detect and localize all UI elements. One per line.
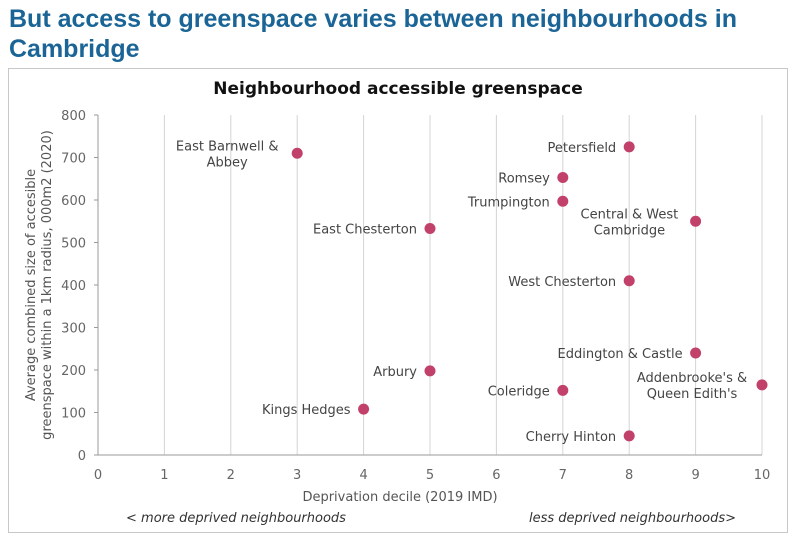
y-tick-label: 600 [61, 194, 86, 209]
point-label: Kings Hedges [262, 403, 351, 418]
point-label: East Chesterton [313, 222, 417, 237]
point-label: Romsey [498, 171, 550, 186]
chart-panel: Neighbourhood accessible greenspace 0 1 2 3… [8, 68, 788, 533]
axis-titles: Deprivation decile (2019 IMD) Average com… [24, 130, 736, 526]
gridlines [163, 115, 763, 455]
chart-title: Neighbourhood accessible greenspace [213, 79, 583, 99]
y-tick-label: 100 [61, 407, 86, 422]
x-tick-label: 1 [160, 468, 168, 483]
data-point [557, 384, 569, 396]
point-label: Coleridge [488, 384, 550, 399]
data-point [291, 147, 303, 159]
data-point [623, 430, 635, 442]
data-points [291, 141, 768, 442]
x-axis-title: Deprivation decile (2019 IMD) [302, 490, 497, 505]
slide-title: But access to greenspace varies between … [9, 5, 737, 63]
x-tick-label: 4 [359, 468, 367, 483]
x-tick-label: 5 [426, 468, 434, 483]
annotation-less-deprived: less deprived neighbourhoods> [529, 511, 736, 526]
x-tick-label: 3 [293, 468, 301, 483]
data-point [358, 403, 370, 415]
x-tick-label: 0 [94, 468, 102, 483]
data-point [424, 222, 436, 234]
x-tick-label: 6 [492, 468, 500, 483]
y-axis-title: Average combined size of accesiblegreens… [24, 130, 55, 440]
point-labels: East Barnwell & Abbey Petersfield Romsey Tru… [176, 139, 747, 445]
point-label: Cherry Hinton [526, 430, 617, 445]
y-tick-label: 800 [61, 109, 86, 124]
x-tick-label: 9 [691, 468, 699, 483]
point-label: Arbury [373, 365, 417, 380]
data-point [690, 215, 702, 227]
y-tick-label: 500 [61, 237, 86, 252]
y-tick-label: 400 [61, 279, 86, 294]
x-tick-label: 10 [754, 468, 771, 483]
data-point [756, 379, 768, 391]
y-tick-label: 200 [61, 364, 86, 379]
data-point [557, 171, 569, 183]
point-label: Central & West Cambridge [581, 207, 679, 238]
y-tick-label: 700 [61, 152, 86, 167]
x-tick-label: 8 [625, 468, 633, 483]
data-point [557, 195, 569, 207]
data-point [623, 275, 635, 287]
point-label: West Chesterton [508, 275, 616, 290]
x-tick-label: 2 [227, 468, 235, 483]
point-label: Petersfield [548, 141, 617, 156]
point-label: Addenbrooke's & Queen Edith's [637, 371, 747, 402]
point-label: East Barnwell & Abbey [176, 139, 279, 170]
y-tick-label: 300 [61, 322, 86, 337]
y-tick-label: 0 [78, 449, 86, 464]
data-point [690, 347, 702, 359]
point-label: Trumpington [467, 195, 550, 210]
data-point [623, 141, 635, 153]
point-label: Eddington & Castle [558, 347, 683, 362]
annotation-more-deprived: < more deprived neighbourhoods [126, 511, 346, 526]
axes [94, 114, 762, 456]
data-point [424, 365, 436, 377]
x-tick-label: 7 [559, 468, 567, 483]
